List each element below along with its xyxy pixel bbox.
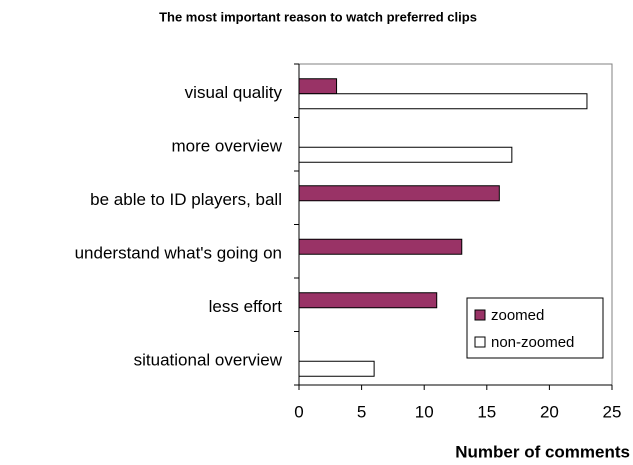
bar [298,360,375,377]
x-tick-label: 15 [477,402,496,421]
y-tick-label: understand what's going on [75,244,282,263]
x-axis-title: Number of comments [455,442,630,461]
legend-swatch [474,336,486,348]
bar [298,292,438,309]
y-tick-label: more overview [171,137,282,156]
bar [298,238,463,255]
legend: zoomed non-zoomed [466,297,604,359]
bar [298,93,588,110]
y-tick-label: less effort [209,297,283,316]
chart-title: The most important reason to watch prefe… [159,9,477,24]
legend-swatch [474,309,486,321]
x-tick-label: 20 [540,402,559,421]
bar [298,185,500,202]
x-tick-label: 0 [294,402,303,421]
bar [298,78,338,95]
x-tick-label: 5 [357,402,366,421]
y-tick-label: situational overview [134,351,283,370]
legend-label: zoomed [491,307,544,324]
legend-box [466,297,604,359]
x-tick-label: 10 [415,402,434,421]
legend-label: non-zoomed [491,334,574,351]
y-tick-label: visual quality [185,83,283,102]
x-tick-label: 25 [603,402,622,421]
bar [298,146,513,163]
y-tick-label: be able to ID players, ball [90,190,282,209]
